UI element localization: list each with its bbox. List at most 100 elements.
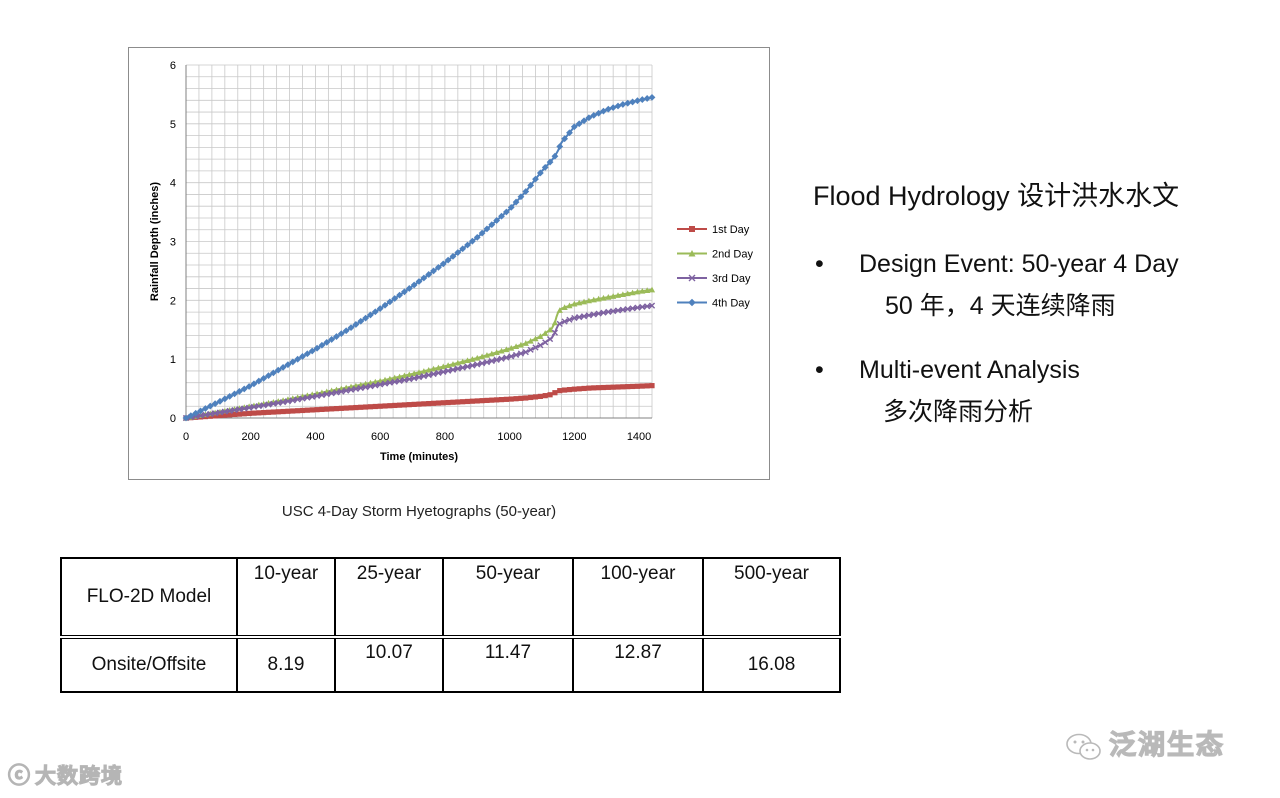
series-point [479, 353, 486, 360]
series-point [367, 383, 374, 390]
series-point [299, 407, 306, 414]
series-point [386, 375, 393, 382]
series-point [386, 298, 394, 306]
y-tick-label: 0 [170, 413, 176, 425]
series-point [460, 399, 466, 405]
series-point [527, 337, 534, 344]
series-point [250, 380, 258, 388]
y-tick-label: 2 [170, 295, 176, 307]
series-point [512, 198, 520, 206]
series-point [435, 263, 442, 271]
series-point [430, 267, 437, 275]
chart-caption: USC 4-Day Storm Hyetographs (50-year) [281, 503, 557, 520]
series-point [561, 304, 568, 310]
y-tick-label: 1 [170, 354, 176, 366]
series-point [231, 406, 238, 414]
series-point [430, 365, 437, 372]
series-point [575, 120, 583, 128]
series-point [503, 396, 509, 402]
series-point [391, 374, 398, 381]
series-point [624, 305, 631, 313]
series-point [498, 397, 505, 403]
series-point [358, 404, 364, 410]
series-point [192, 409, 200, 417]
series-point [498, 347, 505, 354]
series-point [211, 400, 219, 408]
series-point [518, 395, 524, 401]
series-point [464, 357, 471, 364]
series-point [260, 374, 268, 382]
x-tick-label: 1200 [562, 431, 586, 443]
series-point [629, 383, 636, 390]
series-point [610, 308, 617, 315]
legend-label: 4th Day [712, 298, 750, 310]
table-header-cell: FLO-2D Model [60, 557, 238, 639]
series-point [484, 397, 490, 404]
series-point [279, 399, 287, 406]
series-point [182, 414, 190, 422]
series-point [255, 377, 263, 385]
series-point [362, 314, 370, 322]
series-point [570, 123, 578, 131]
series-point [571, 314, 578, 322]
y-tick-label: 5 [170, 119, 176, 131]
series-point [576, 386, 582, 392]
series-point [391, 378, 398, 385]
series-point [348, 405, 354, 411]
series-point [275, 409, 281, 415]
y-tick-label: 3 [170, 237, 176, 249]
series-point [226, 407, 233, 414]
series-point [464, 363, 471, 370]
series-point [493, 217, 501, 224]
series-point [449, 252, 457, 260]
series-point [444, 256, 452, 264]
series-point [508, 396, 514, 402]
series-point [309, 393, 316, 400]
results-table: FLO-2D Model 10-year 25-year 50-year 100… [60, 557, 841, 693]
table-cell: 12.87 [572, 636, 704, 693]
series-point [396, 291, 403, 299]
series-point [455, 399, 461, 405]
series-point [605, 308, 612, 315]
series-point [270, 409, 276, 415]
series-point [318, 341, 326, 349]
series-point [420, 373, 427, 380]
series-point [605, 384, 611, 390]
series-point [580, 117, 588, 125]
series-point [246, 404, 253, 411]
series-point [352, 321, 360, 328]
series-point [256, 410, 262, 416]
series-point [503, 354, 510, 361]
series-point [207, 410, 214, 418]
series-point [596, 385, 602, 391]
series-point [231, 390, 238, 398]
series-point [381, 380, 389, 387]
series-point [216, 409, 224, 416]
series-point [648, 93, 656, 101]
series-point [474, 361, 481, 368]
series-point [328, 390, 335, 397]
series-point [512, 351, 520, 359]
legend-swatch-marker [688, 298, 696, 307]
series-point [600, 294, 607, 301]
series-point [537, 333, 544, 339]
series-point [207, 413, 213, 419]
series-point [576, 299, 583, 306]
series-point [590, 111, 598, 119]
series-point [187, 412, 195, 420]
legend-swatch-marker [689, 226, 695, 232]
series-point [615, 384, 621, 390]
series-point [634, 304, 641, 311]
series-point [449, 366, 457, 373]
series-point [246, 410, 252, 417]
y-tick-label: 6 [170, 60, 176, 72]
series-point [619, 291, 626, 298]
series-point [547, 392, 553, 398]
series-point [299, 395, 306, 402]
series-point [648, 302, 656, 309]
series-point [507, 203, 515, 211]
series-point [610, 384, 616, 390]
series-point [415, 369, 423, 375]
series-point [625, 384, 631, 390]
series-point [392, 402, 398, 409]
